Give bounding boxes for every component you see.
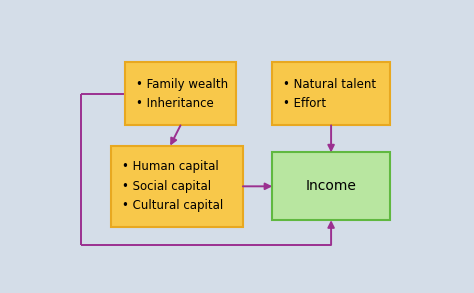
FancyBboxPatch shape xyxy=(272,152,390,220)
Text: Income: Income xyxy=(306,179,356,193)
Text: • Natural talent
• Effort: • Natural talent • Effort xyxy=(283,78,376,110)
Text: • Human capital
• Social capital
• Cultural capital: • Human capital • Social capital • Cultu… xyxy=(122,160,223,212)
FancyBboxPatch shape xyxy=(110,146,243,227)
FancyBboxPatch shape xyxy=(125,62,236,125)
FancyBboxPatch shape xyxy=(272,62,390,125)
Text: • Family wealth
• Inheritance: • Family wealth • Inheritance xyxy=(137,78,228,110)
